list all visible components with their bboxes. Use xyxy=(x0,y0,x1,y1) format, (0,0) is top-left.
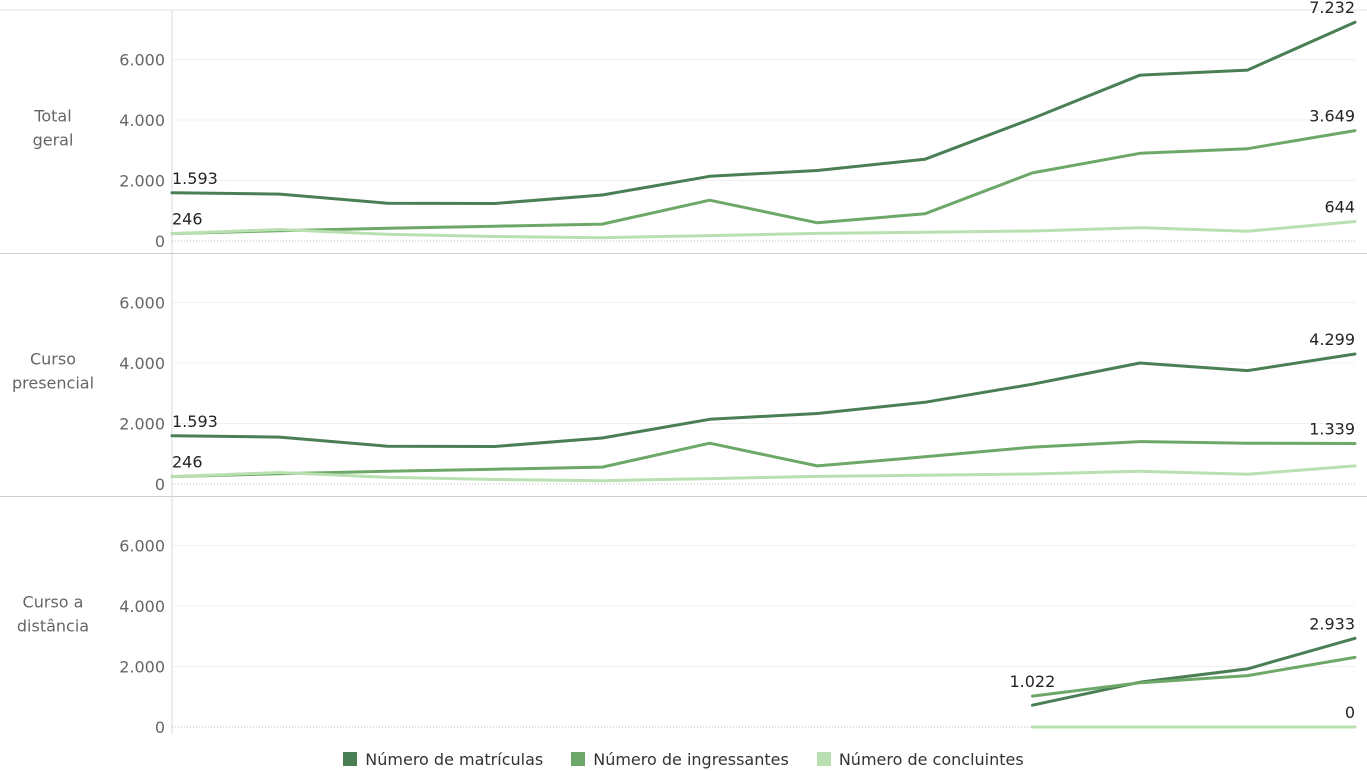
series-line-ingressantes xyxy=(1030,655,1357,698)
y-tick-label: 6.000 xyxy=(119,51,165,70)
y-tick-label: 0 xyxy=(155,475,165,494)
legend-label-ingressantes: Número de ingressantes xyxy=(593,749,789,769)
panel-label: Curso xyxy=(30,350,76,369)
panel-label: geral xyxy=(33,131,74,150)
legend-label-matriculas: Número de matrículas xyxy=(365,749,544,769)
y-tick-label: 2.000 xyxy=(119,415,165,434)
panel-label: distância xyxy=(17,617,89,636)
legend: Número de matrículas Número de ingressan… xyxy=(0,748,1367,770)
series-line-ingressantes xyxy=(170,129,1357,236)
y-tick-label: 6.000 xyxy=(119,294,165,313)
data-label: 1.339 xyxy=(1309,419,1355,438)
y-tick-label: 4.000 xyxy=(119,111,165,130)
legend-label-concluintes: Número de concluintes xyxy=(838,749,1024,769)
legend-item-concluintes[interactable]: Número de concluintes xyxy=(816,749,1024,769)
y-tick-label: 6.000 xyxy=(119,537,165,556)
series-line-concluintes xyxy=(170,464,1357,483)
series-line-matriculas xyxy=(1030,636,1357,707)
data-label: 0 xyxy=(1345,703,1355,722)
y-tick-label: 4.000 xyxy=(119,597,165,616)
data-label: 3.649 xyxy=(1309,107,1355,126)
data-label: 7.232 xyxy=(1309,0,1355,17)
panel-label: Total xyxy=(33,107,71,126)
legend-item-matriculas[interactable]: Número de matrículas xyxy=(343,750,543,769)
data-label: 644 xyxy=(1324,198,1355,217)
series-line-ingressantes xyxy=(170,440,1357,479)
series-line-concluintes xyxy=(170,220,1357,240)
series-line-matriculas xyxy=(170,20,1357,205)
data-label: 246 xyxy=(172,210,203,229)
y-tick-label: 2.000 xyxy=(119,172,165,191)
y-tick-label: 2.000 xyxy=(119,658,165,677)
legend-swatch-matriculas xyxy=(343,752,358,766)
data-label: 4.299 xyxy=(1309,330,1355,349)
data-label: 2.933 xyxy=(1309,614,1355,633)
data-label: 1.593 xyxy=(172,169,218,188)
y-tick-label: 0 xyxy=(155,232,165,251)
data-label: 1.022 xyxy=(1009,672,1055,691)
legend-item-ingressantes[interactable]: Número de ingressantes xyxy=(571,750,789,769)
legend-swatch-ingressantes xyxy=(571,752,586,766)
legend-swatch-concluintes xyxy=(816,752,831,766)
y-tick-label: 0 xyxy=(155,718,165,737)
panel-label: Curso a xyxy=(23,593,84,612)
series-line-matriculas xyxy=(170,352,1357,448)
data-label: 246 xyxy=(172,453,203,472)
line-chart-svg: 0 2.000 4.000 6.000 Total geral 1.593 246 7.232 3… xyxy=(0,0,1367,737)
panel-label: presencial xyxy=(12,374,94,393)
data-label: 1.593 xyxy=(172,412,218,431)
y-tick-label: 4.000 xyxy=(119,354,165,373)
